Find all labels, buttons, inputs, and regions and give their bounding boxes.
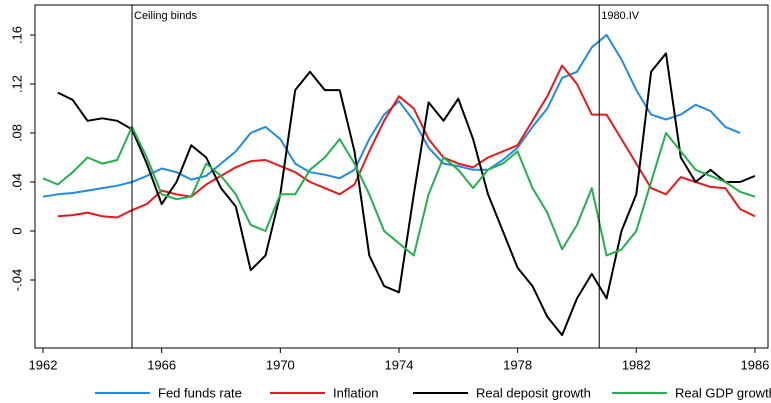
legend-label: Fed funds rate — [158, 385, 242, 400]
x-tick-label: 1962 — [29, 357, 58, 372]
y-tick-label: 0 — [9, 227, 24, 234]
annotation-text: Ceiling binds — [134, 10, 197, 22]
x-tick-label: 1986 — [740, 357, 769, 372]
legend-label: Inflation — [333, 385, 379, 400]
y-tick-label: .16 — [9, 26, 24, 44]
plot-frame — [34, 4, 769, 349]
y-tick-label: .08 — [9, 124, 24, 142]
series-line — [57, 52, 756, 337]
y-tick-label: -.04 — [9, 269, 24, 291]
legend-label: Real GDP growth — [675, 385, 771, 400]
x-tick-label: 1978 — [503, 357, 532, 372]
legend-label: Real deposit growth — [476, 385, 591, 400]
x-tick-label: 1970 — [266, 357, 295, 372]
x-tick-label: 1966 — [147, 357, 176, 372]
annotation-text: 1980.IV — [601, 10, 640, 22]
x-tick-label: 1974 — [385, 357, 414, 372]
y-tick-label: .04 — [9, 173, 24, 191]
x-tick-label: 1982 — [622, 357, 651, 372]
y-tick-label: .12 — [9, 75, 24, 93]
series-line — [42, 34, 741, 198]
series-line — [42, 125, 756, 257]
